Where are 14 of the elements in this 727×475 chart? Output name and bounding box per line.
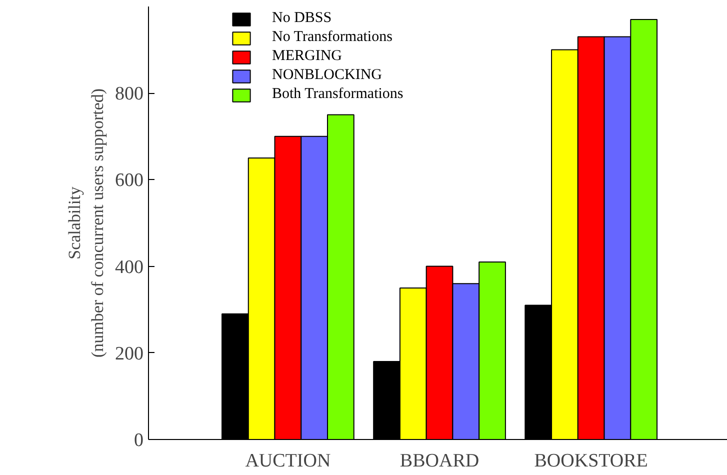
legend-label: MERGING [272,48,342,65]
legend-label: No DBSS [272,10,332,27]
y-tick-label: 200 [115,343,144,364]
legend-label: Both Transformations [272,86,404,103]
y-tick-label: 0 [134,430,144,451]
y-axis-title: Scalability (number of concurrent users supported) [65,88,107,358]
y-tick-label: 400 [115,256,144,278]
y-tick-label: 600 [115,170,144,192]
legend-label: No Transformations [272,29,392,46]
y-tick-label: 800 [115,84,144,105]
legend-label: NONBLOCKING [272,67,382,84]
x-tick-label: BOOKSTORE [534,450,648,472]
x-tick-label: BBOARD [400,450,480,472]
x-tick-label: AUCTION [245,450,331,472]
